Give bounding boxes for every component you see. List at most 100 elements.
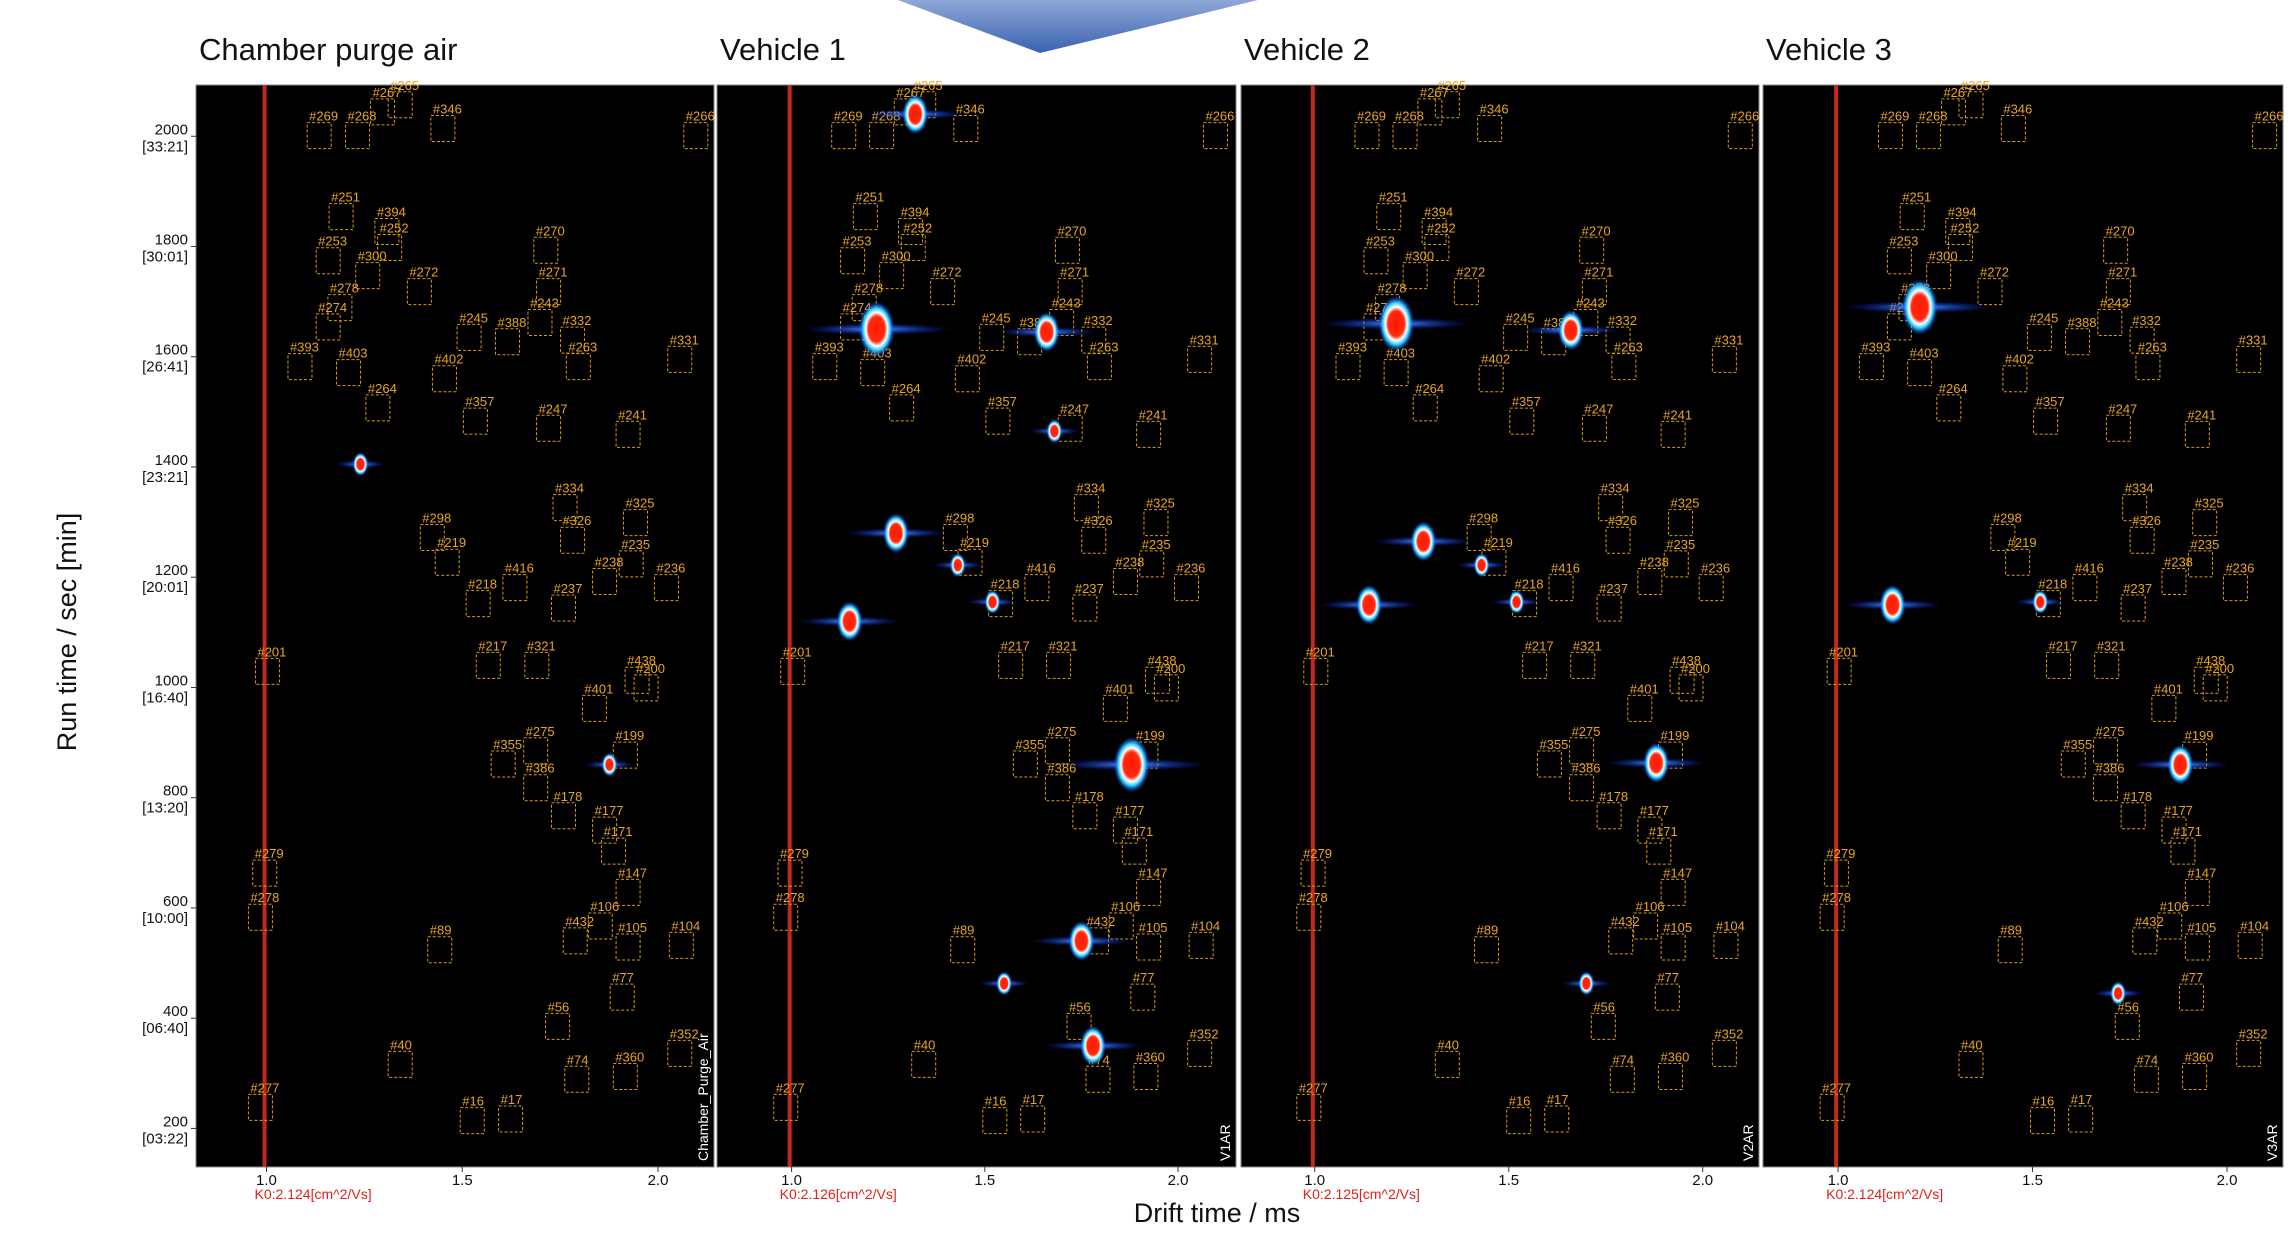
peak-label: #265 (914, 78, 943, 93)
peak-label: #269 (309, 109, 338, 124)
spot-core (1508, 590, 1524, 614)
peak-label: #401 (584, 681, 613, 696)
peak-label: #104 (2240, 918, 2269, 933)
reactant-ion-peak (263, 85, 267, 1167)
peak-label: #237 (1075, 581, 1104, 596)
peak-label: #360 (1136, 1050, 1165, 1065)
peak-label: #200 (2205, 661, 2234, 676)
peak-label: #236 (1176, 561, 1205, 576)
peak-label: #263 (2138, 340, 2167, 355)
peak-label: #357 (988, 394, 1017, 409)
peak-label: #357 (1512, 394, 1541, 409)
peak-label: #245 (1506, 310, 1535, 325)
peak-label: #219 (960, 535, 989, 550)
peak-label: #264 (1939, 381, 1968, 396)
peak-label: #238 (595, 555, 624, 570)
peak-label: #352 (1714, 1026, 1743, 1041)
peak-label: #147 (1139, 865, 1168, 880)
peak-label: #279 (255, 846, 284, 861)
peak-label: #171 (604, 824, 633, 839)
peak-label: #17 (1547, 1092, 1569, 1107)
peak-label: #253 (1889, 234, 1918, 249)
peak-label: #235 (621, 537, 650, 552)
peak-label: #393 (1338, 340, 1367, 355)
spot-core (837, 601, 863, 641)
peak-label: #105 (618, 920, 647, 935)
peak-label: #74 (567, 1052, 589, 1067)
peak-label: #104 (1716, 918, 1745, 933)
peak-label: #275 (1572, 724, 1601, 739)
peak-label: #40 (914, 1037, 936, 1052)
spot-core (883, 513, 909, 553)
peak-label: #56 (1593, 999, 1615, 1014)
peak-label: #331 (1714, 332, 1743, 347)
peak-label: #416 (1027, 561, 1056, 576)
peak-label: #270 (2106, 223, 2135, 238)
peak-label: #265 (1961, 78, 1990, 93)
spot-core (1558, 310, 1584, 350)
peak-label: #171 (2173, 824, 2202, 839)
y-tick-label: 600 (163, 893, 188, 910)
spot-core (1046, 419, 1062, 443)
peak-label: #334 (1076, 481, 1105, 496)
peak-label: #74 (2136, 1052, 2158, 1067)
peak-label: #360 (615, 1050, 644, 1065)
peak-label: #393 (290, 340, 319, 355)
peak-label: #252 (380, 221, 409, 236)
peak-label: #300 (1929, 249, 1958, 264)
x-tick-label: 2.0 (1692, 1172, 1713, 1189)
peak-label: #40 (1961, 1037, 1983, 1052)
peak-label: #270 (1582, 223, 1611, 238)
side-label: V2AR (1740, 1124, 1756, 1161)
spot-core (1643, 743, 1669, 783)
peak-label: #401 (1630, 681, 1659, 696)
spot-core (985, 590, 1001, 614)
peak-label: #217 (478, 638, 507, 653)
peak-label: #252 (1427, 221, 1456, 236)
peak-label: #105 (2187, 920, 2216, 935)
peak-label: #241 (618, 407, 647, 422)
peak-label: #106 (1636, 899, 1665, 914)
peak-label: #432 (2135, 914, 2164, 929)
peak-label: #89 (953, 923, 975, 938)
peak-label: #241 (2187, 407, 2216, 422)
peak-label: #201 (783, 644, 812, 659)
peak-label: #357 (2036, 394, 2065, 409)
peak-label: #77 (1657, 970, 1679, 985)
spot-core (1902, 279, 1938, 335)
y-tick-sublabel: [03:22] (142, 1130, 188, 1147)
peak-label: #332 (562, 313, 591, 328)
spot-core (2167, 745, 2193, 785)
peak-label: #247 (2108, 401, 2137, 416)
k0-label: K0:2.124[cm^2/Vs] (255, 1186, 372, 1202)
peak-label: #199 (2185, 728, 2214, 743)
peak-label: #298 (945, 510, 974, 525)
peak-label: #331 (1190, 332, 1219, 347)
peak-label: #278 (250, 890, 279, 905)
peak-label: #394 (1424, 205, 1453, 220)
peak-label: #200 (1156, 661, 1185, 676)
peak-label: #265 (390, 78, 419, 93)
peak-label: #266 (1730, 109, 1759, 124)
peak-label: #298 (422, 510, 451, 525)
peak-label: #77 (2181, 970, 2203, 985)
peak-label: #275 (526, 724, 555, 739)
peak-label: #326 (1608, 513, 1637, 528)
y-tick-label: 1600 (155, 342, 188, 359)
peak-label: #17 (501, 1092, 523, 1107)
peak-label: #243 (530, 295, 559, 310)
spot-core (1068, 921, 1094, 961)
reactant-ion-peak (1834, 85, 1838, 1167)
peak-label: #105 (1663, 920, 1692, 935)
peak-label: #402 (1481, 352, 1510, 367)
y-tick-sublabel: [06:40] (142, 1020, 188, 1037)
peak-label: #346 (2003, 101, 2032, 116)
peak-label: #235 (1666, 537, 1695, 552)
y-tick-label: 1800 (155, 232, 188, 249)
peak-label: #104 (1191, 918, 1220, 933)
peak-label: #253 (318, 234, 347, 249)
peak-label: #275 (2096, 724, 2125, 739)
peak-label: #245 (2029, 310, 2058, 325)
peak-label: #245 (459, 310, 488, 325)
peak-label: #432 (1611, 914, 1640, 929)
